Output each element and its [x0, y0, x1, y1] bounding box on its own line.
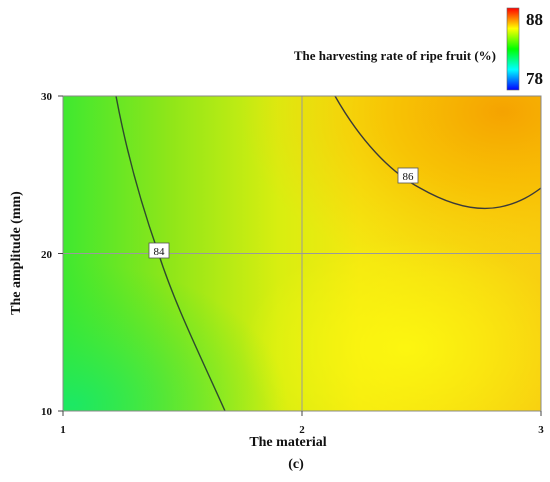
x-tick-label-2: 2 — [299, 424, 305, 436]
plot-area: 84 86 — [62, 95, 542, 412]
y-tick-label-20: 20 — [41, 249, 53, 261]
colorbar — [506, 7, 520, 91]
x-tick-label-3: 3 — [538, 424, 544, 436]
colorbar-min-label: 78 — [526, 69, 543, 88]
contour-line-86 — [334, 95, 542, 210]
figure-caption: (c) — [288, 457, 304, 472]
y-tick-label-30: 30 — [41, 91, 53, 103]
colorbar-legend: The harvesting rate of ripe fruit (%) 88… — [294, 7, 543, 91]
x-axis: 1 2 3 The material — [60, 411, 544, 450]
contour-label-86-text: 86 — [403, 171, 415, 183]
colorbar-max-label: 88 — [526, 10, 543, 29]
x-axis-title: The material — [249, 435, 326, 450]
contour-label-86: 86 — [397, 167, 419, 184]
y-tick-label-10: 10 — [41, 406, 53, 418]
contour-label-84-text: 84 — [154, 246, 166, 258]
y-axis: 30 20 10 The amplitude (mm) — [9, 91, 63, 418]
x-tick-label-1: 1 — [60, 424, 66, 436]
y-axis-title: The amplitude (mm) — [9, 191, 24, 315]
colorbar-title: The harvesting rate of ripe fruit (%) — [294, 48, 496, 63]
contour-label-84: 84 — [148, 242, 170, 259]
